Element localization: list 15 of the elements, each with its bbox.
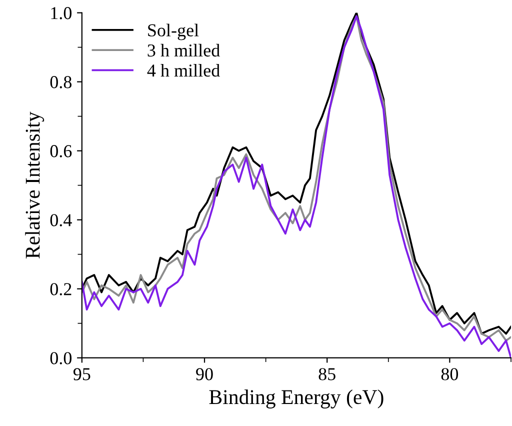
- x-tick-label: 95: [73, 368, 90, 380]
- y-tick-label: 0.8: [50, 76, 72, 88]
- x-tick-label: 80: [441, 368, 458, 380]
- x-tick-label: 90: [196, 368, 213, 380]
- y-tick-label: 1.0: [51, 7, 72, 20]
- legend-label: 3 h milled: [148, 44, 220, 57]
- y-axis-title: Relative Intensity: [25, 112, 44, 258]
- y-tick-label: 0.0: [50, 352, 72, 364]
- legend-label: Sol-gel: [148, 24, 199, 40]
- x-axis-title: Binding Energy (eV): [209, 389, 384, 408]
- legend-label: 4 h milled: [147, 64, 220, 77]
- y-tick-label: 0.6: [50, 145, 72, 158]
- y-tick-label: 0.2: [50, 283, 72, 296]
- y-tick-label: 0.4: [50, 214, 72, 226]
- x-tick-label: 85: [318, 368, 336, 380]
